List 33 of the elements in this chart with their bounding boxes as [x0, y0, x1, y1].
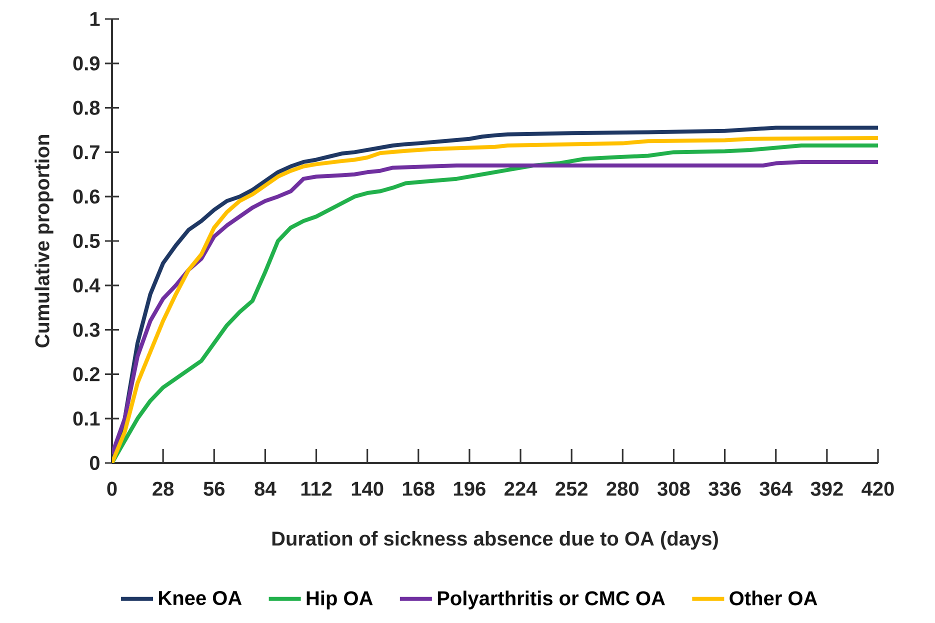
y-tick-label: 0 [90, 456, 100, 470]
y-tick-label: 0.5 [73, 234, 100, 248]
x-tick-label: 308 [658, 482, 690, 496]
x-axis-title: Duration of sickness absence due to OA (days) [272, 531, 718, 550]
y-tick-label: 1 [90, 12, 100, 26]
y-tick-label: 0.4 [73, 278, 100, 292]
x-tick-label: 28 [152, 482, 174, 496]
y-tick-label: 0.7 [73, 145, 100, 160]
x-tick-label: 224 [504, 482, 538, 496]
x-tick-label: 0 [107, 482, 117, 496]
x-tick-label: 168 [402, 482, 434, 496]
y-tick-label: 0.3 [73, 322, 100, 337]
x-tick-label: 252 [556, 482, 588, 496]
x-tick-label: 56 [204, 482, 225, 496]
y-tick-label: 0.2 [73, 367, 100, 382]
y-tick-label: 0.8 [73, 100, 100, 115]
x-tick-label: 84 [254, 482, 276, 496]
y-axis-title: Cumulative proportion [34, 135, 54, 348]
legend-label: Polyarthritis or CMC OA [438, 590, 665, 610]
y-tick-label: 0.6 [73, 190, 100, 204]
y-tick-label: 0.9 [73, 56, 100, 70]
legend-label: Other OA [730, 590, 818, 606]
legend-label: Hip OA [306, 590, 373, 610]
x-tick-label: 140 [352, 482, 384, 496]
x-tick-label: 420 [862, 482, 894, 496]
y-tick-label: 0.1 [73, 412, 100, 426]
x-tick-label: 336 [708, 482, 741, 496]
x-tick-label: 112 [301, 482, 332, 496]
x-tick-label: 392 [810, 482, 843, 496]
x-tick-label: 196 [454, 482, 486, 496]
x-tick-label: 364 [760, 482, 792, 496]
x-tick-label: 280 [606, 482, 639, 496]
legend-label: Knee OA [159, 590, 242, 606]
